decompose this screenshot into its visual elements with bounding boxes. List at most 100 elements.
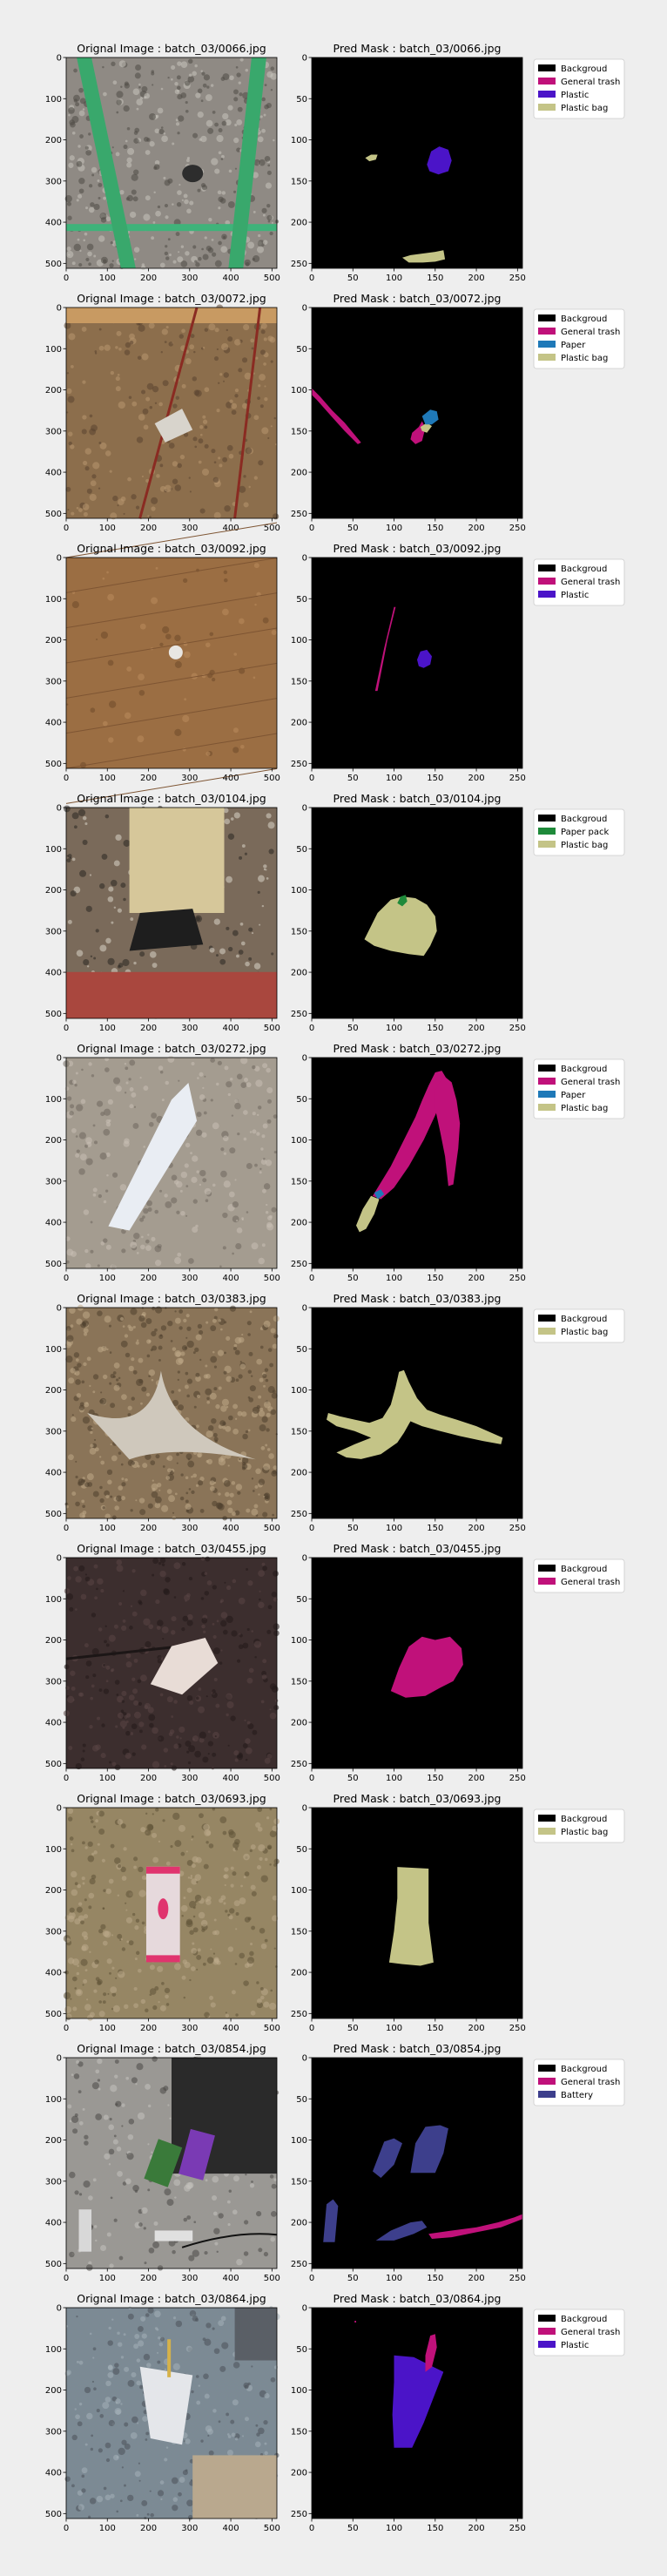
original-image-axes-frame [65, 1057, 278, 1269]
mask-region-battery [323, 2199, 339, 2242]
legend-entry: Backgroud [561, 2065, 607, 2074]
mask-region-plastic-bag [402, 250, 446, 263]
x-tick-label: 0 [64, 2024, 69, 2033]
pred-mask-title: Pred Mask : batch_03/0854.jpg [334, 2042, 502, 2055]
x-tick-label: 50 [347, 1024, 359, 1033]
mask-region-general-trash [373, 1071, 447, 1200]
original-image-panel: 0 100 200 300 400 5000100200300400500Orignal … [45, 1292, 280, 1533]
mask-region-battery [375, 2221, 428, 2241]
original-photo [66, 558, 277, 768]
x-tick-label: 100 [99, 524, 116, 533]
y-tick-label: 250 [291, 2010, 307, 2019]
y-tick-label: 300 [45, 177, 62, 186]
legend-entry: Plastic bag [561, 1828, 608, 1837]
x-tick-label: 100 [386, 524, 402, 533]
y-tick-label: 150 [291, 1177, 307, 1187]
pred-mask-title: Pred Mask : batch_03/0455.jpg [334, 1542, 502, 1555]
legend-entry: General trash [561, 1078, 620, 1087]
original-image-title: Orignal Image : batch_03/0072.jpg [77, 292, 266, 305]
pred-mask-axes-frame [311, 307, 523, 519]
y-tick-label: 150 [291, 2177, 307, 2187]
mask-region-plastic [417, 649, 432, 668]
y-tick-label: 50 [296, 95, 307, 105]
legend-entry: Paper [561, 1091, 586, 1100]
y-tick-label: 400 [45, 1969, 62, 1978]
legend-entry: General trash [561, 1578, 620, 1587]
legend-swatch [538, 1328, 556, 1335]
y-tick-label: 50 [296, 845, 307, 855]
photo-texture [66, 563, 277, 768]
legend-entry: Plastic [561, 2341, 589, 2350]
mask-region-general-trash [425, 2334, 437, 2372]
x-tick-label: 100 [99, 274, 116, 283]
x-tick-label: 50 [347, 1274, 359, 1283]
y-tick-label: 0 [302, 2304, 307, 2314]
x-tick-label: 0 [64, 524, 69, 533]
photo-objects [78, 2058, 278, 2252]
y-tick-label: 0 [57, 804, 62, 814]
original-image-panel: 0 100 200 300 400 5000100200300400500Orignal … [45, 2292, 280, 2533]
x-tick-label: 150 [427, 1024, 443, 1033]
legend-entry: Plastic bag [561, 1328, 608, 1337]
legend-box [533, 808, 625, 856]
legend-swatch [538, 2091, 556, 2098]
x-tick-label: 0 [64, 2274, 69, 2283]
pred-mask-title: Pred Mask : batch_03/0693.jpg [334, 1792, 502, 1805]
pred-mask-axes-frame [311, 1557, 523, 1769]
legend-swatch [538, 828, 556, 835]
y-tick-label: 100 [45, 345, 62, 355]
legend-entry: Backgroud [561, 1565, 607, 1574]
y-tick-label: 400 [45, 1469, 62, 1478]
y-tick-label: 300 [45, 1427, 62, 1437]
x-tick-label: 0 [309, 274, 314, 283]
y-tick-label: 100 [291, 386, 307, 396]
y-tick-label: 150 [291, 1427, 307, 1437]
pred-mask-axes-frame [311, 2057, 523, 2269]
x-tick-label: 500 [264, 2024, 280, 2033]
legend-swatch [538, 2315, 556, 2322]
y-tick-label: 300 [45, 1677, 62, 1687]
legend-swatch [538, 314, 556, 321]
mask-region-plastic [392, 2355, 444, 2448]
x-tick-label: 500 [264, 274, 280, 283]
legend-swatch [538, 2328, 556, 2335]
legend-entry: Backgroud [561, 565, 607, 574]
x-tick-label: 200 [140, 274, 157, 283]
x-tick-label: 150 [427, 774, 443, 783]
original-image-axes-frame [65, 2057, 278, 2269]
y-tick-label: 250 [291, 1510, 307, 1519]
y-tick-label: 200 [291, 2469, 307, 2478]
y-tick-label: 100 [291, 1136, 307, 1146]
x-tick-label: 50 [347, 774, 359, 783]
y-tick-label: 0 [302, 304, 307, 314]
mask-region-general-trash [435, 1075, 461, 1187]
legend-entry: Plastic bag [561, 354, 608, 363]
original-image-panel: 0 100 200 300 400 5000100200300400500Orignal … [45, 292, 280, 533]
original-image-title: Orignal Image : batch_03/0272.jpg [77, 1042, 266, 1055]
y-tick-label: 50 [296, 595, 307, 605]
legend: Backgroud General trash Plastic Plastic bag [533, 58, 625, 119]
y-tick-label: 150 [291, 177, 307, 186]
mask-region-general-trash [390, 1636, 463, 1698]
legend-swatch [538, 1578, 556, 1585]
pred-mask-title: Pred Mask : batch_03/0072.jpg [334, 292, 502, 305]
x-tick-label: 250 [509, 1524, 526, 1533]
x-tick-label: 400 [223, 2274, 239, 2283]
x-tick-label: 200 [140, 774, 157, 783]
mask-region-battery [410, 2125, 448, 2174]
x-tick-label: 0 [309, 524, 314, 533]
x-tick-label: 100 [99, 1774, 116, 1783]
y-tick-label: 0 [57, 1304, 62, 1314]
y-tick-label: 200 [291, 219, 307, 228]
legend-entry: General trash [561, 2078, 620, 2087]
original-photo [66, 308, 277, 518]
pred-mask-axes-frame [311, 1307, 523, 1519]
mask-region-general-trash [312, 388, 361, 444]
x-tick-label: 100 [386, 2024, 402, 2033]
legend-entry: Backgroud [561, 2315, 607, 2324]
y-tick-label: 0 [302, 2054, 307, 2064]
legend-swatch [538, 91, 556, 98]
photo-objects [66, 307, 277, 519]
